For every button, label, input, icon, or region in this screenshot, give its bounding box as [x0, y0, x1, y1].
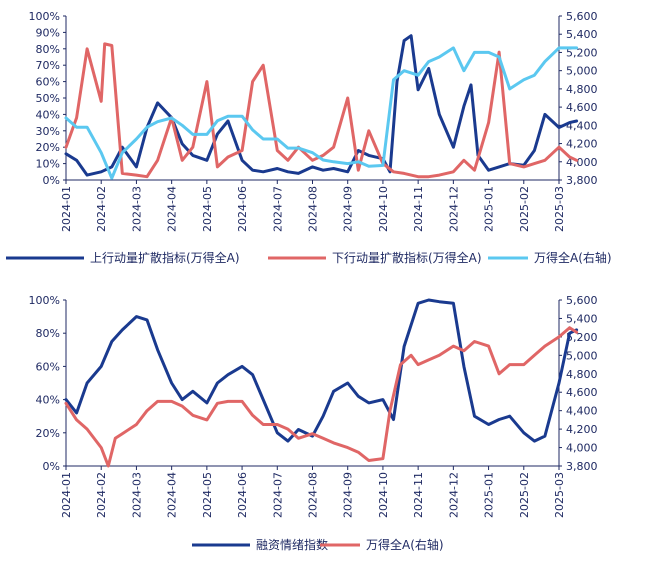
right-tick-label: 5,000 [566, 349, 598, 362]
x-tick-label: 2024-05 [201, 186, 214, 232]
series-line-1 [64, 298, 579, 443]
right-tick-label: 4,000 [566, 442, 598, 455]
x-tick-label: 2024-03 [130, 472, 143, 518]
x-tick-label: 2024-12 [447, 186, 460, 232]
legend-label-2: 下行动量扩散指标(万得全A) [332, 250, 482, 265]
right-tick-label: 5,600 [566, 10, 598, 23]
right-tick-label: 4,600 [566, 386, 598, 399]
x-tick-label: 2024-02 [95, 186, 108, 232]
right-tick-label: 5,600 [566, 294, 598, 307]
right-tick-label: 4,200 [566, 138, 598, 151]
x-tick-label: 2025-03 [553, 472, 566, 518]
x-tick-label: 2024-06 [236, 472, 249, 518]
left-tick-label: 40% [36, 108, 60, 121]
left-tick-label: 10% [36, 158, 60, 171]
x-tick-label: 2024-07 [271, 186, 284, 232]
legend-label-3: 万得全A(右轴) [534, 250, 612, 265]
right-tick-label: 3,800 [566, 460, 598, 473]
x-tick-label: 2025-01 [483, 186, 496, 232]
upper-chart: 0% 10% 20% 30% 40% 50% 60% 70% 80% 90% 100% 3,800 4,… [6, 10, 612, 265]
x-tick-label: 2025-02 [518, 472, 531, 518]
right-tick-label: 5,400 [566, 28, 598, 41]
right-tick-label: 4,200 [566, 423, 598, 436]
left-tick-label: 0% [43, 460, 60, 473]
series-line-2 [64, 326, 579, 468]
right-tick-label: 5,200 [566, 46, 598, 59]
left-tick-label: 80% [36, 43, 60, 56]
x-tick-label: 2024-01 [60, 186, 73, 232]
x-tick-label: 2024-12 [447, 472, 460, 518]
x-tick-label: 2024-04 [166, 472, 179, 518]
x-tick-label: 2024-09 [342, 472, 355, 518]
left-tick-label: 60% [36, 76, 60, 89]
left-tick-label: 20% [36, 427, 60, 440]
right-tick-label: 3,800 [566, 174, 598, 187]
left-tick-label: 60% [36, 360, 60, 373]
x-tick-label: 2024-08 [307, 472, 320, 518]
lower-chart: 0% 20% 40% 60% 80% 100% 3,800 4,000 4,200 4,400 4,… [29, 294, 598, 552]
left-tick-label: 80% [36, 327, 60, 340]
left-tick-label: 70% [36, 59, 60, 72]
x-tick-label: 2024-10 [377, 472, 390, 518]
x-tick-label: 2024-01 [60, 472, 73, 518]
x-tick-label: 2024-05 [201, 472, 214, 518]
right-tick-label: 4,600 [566, 101, 598, 114]
left-tick-label: 50% [36, 92, 60, 105]
right-tick-label: 5,200 [566, 331, 598, 344]
right-tick-label: 4,400 [566, 405, 598, 418]
legend-label-1: 上行动量扩散指标(万得全A) [90, 250, 240, 265]
left-tick-label: 100% [29, 294, 60, 307]
left-tick-label: 20% [36, 141, 60, 154]
x-tick-label: 2024-10 [377, 186, 390, 232]
x-tick-label: 2025-01 [483, 472, 496, 518]
x-tick-label: 2024-09 [342, 186, 355, 232]
right-tick-label: 4,800 [566, 368, 598, 381]
legend-label-2: 万得全A(右轴) [366, 537, 444, 552]
left-tick-label: 90% [36, 26, 60, 39]
series-line-3 [64, 46, 579, 180]
x-tick-label: 2024-06 [236, 186, 249, 232]
x-tick-label: 2024-04 [166, 186, 179, 232]
x-tick-label: 2025-03 [553, 186, 566, 232]
legend-label-1: 融资情绪指数 [256, 537, 328, 552]
x-tick-label: 2024-07 [271, 472, 284, 518]
left-tick-label: 0% [43, 174, 60, 187]
right-tick-label: 4,800 [566, 83, 598, 96]
right-tick-label: 5,000 [566, 65, 598, 78]
left-tick-label: 100% [29, 10, 60, 23]
left-tick-label: 40% [36, 394, 60, 407]
left-tick-label: 30% [36, 125, 60, 138]
series-line-1 [64, 34, 579, 177]
x-tick-label: 2024-11 [412, 186, 425, 232]
x-tick-label: 2024-08 [307, 186, 320, 232]
right-tick-label: 5,400 [566, 312, 598, 325]
x-tick-label: 2024-11 [412, 472, 425, 518]
x-tick-label: 2024-02 [95, 472, 108, 518]
x-tick-label: 2025-02 [518, 186, 531, 232]
x-tick-label: 2024-03 [130, 186, 143, 232]
